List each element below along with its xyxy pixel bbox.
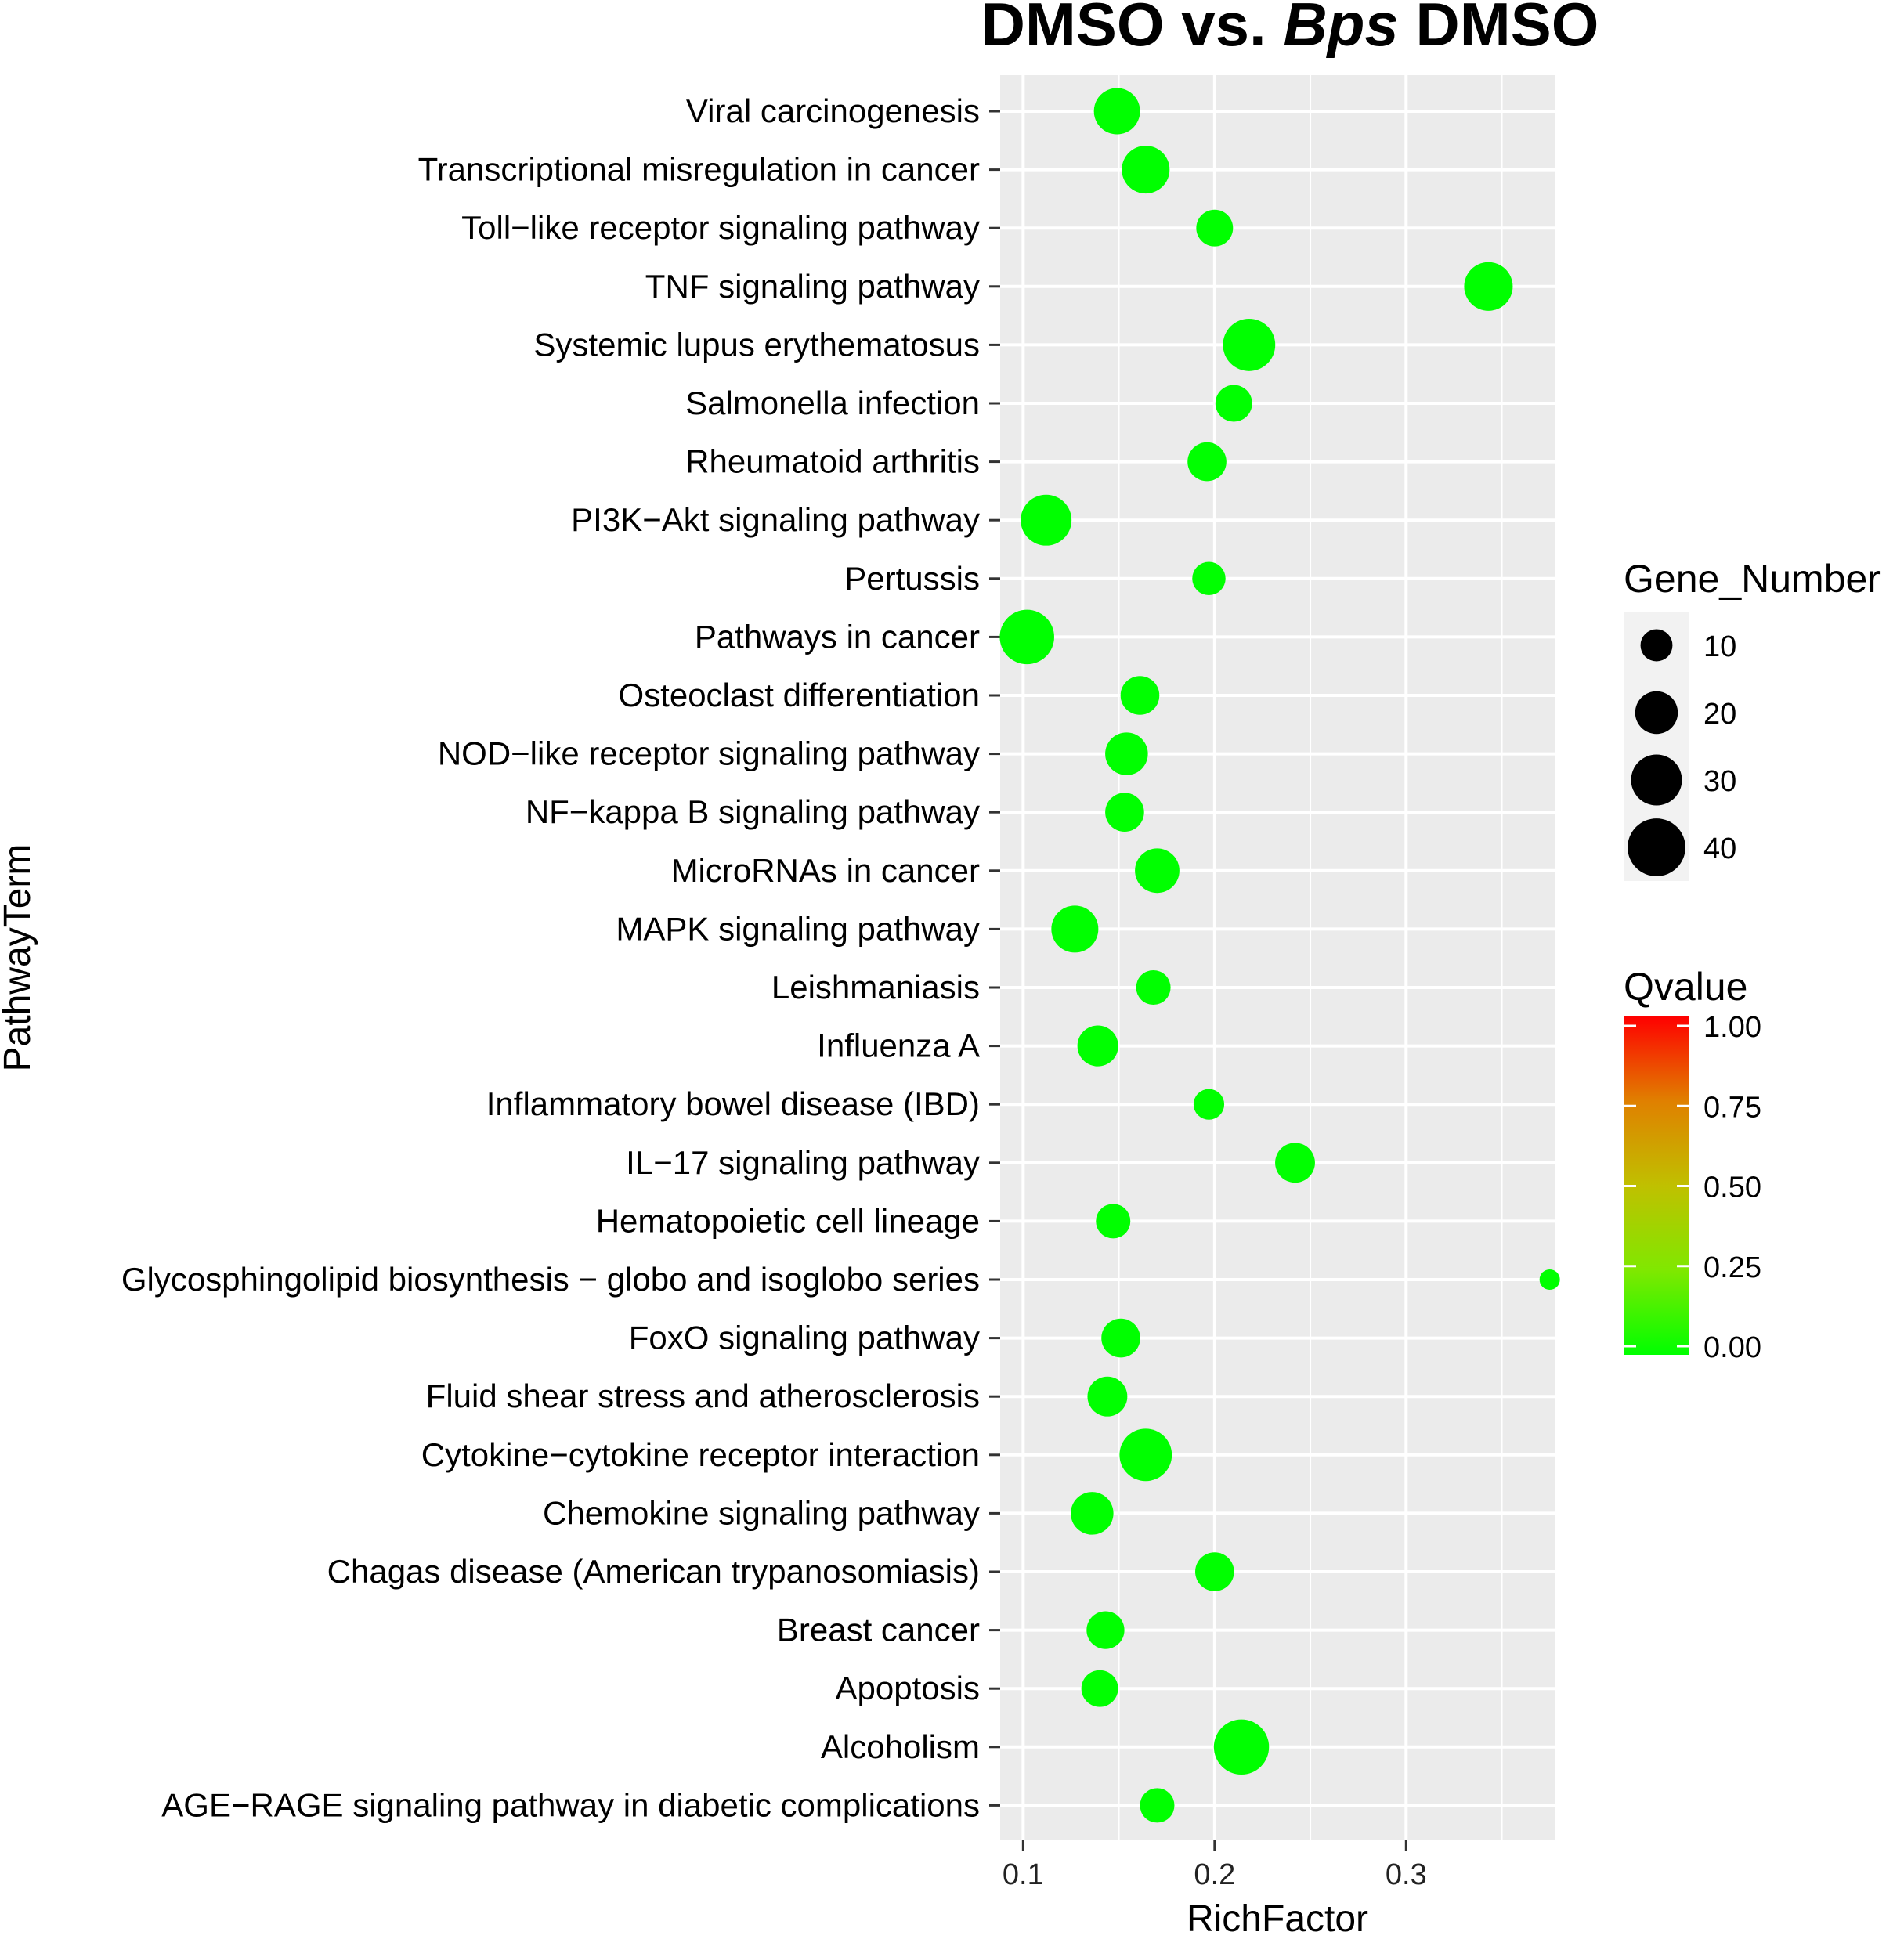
x-axis-title: RichFactor <box>1187 1898 1368 1939</box>
bubble-point <box>1086 1611 1125 1649</box>
y-tick-label: NOD−like receptor signaling pathway <box>438 735 980 772</box>
y-tick-label: Pathways in cancer <box>695 618 980 655</box>
y-tick-label: Inflammatory bowel disease (IBD) <box>486 1085 980 1122</box>
bubble-point <box>1195 1552 1234 1591</box>
size-legend-label: 10 <box>1703 630 1736 663</box>
bubble-point <box>1093 88 1140 135</box>
size-legend-label: 20 <box>1703 698 1736 731</box>
y-tick-label: MicroRNAs in cancer <box>671 852 980 889</box>
size-legend-label: 40 <box>1703 832 1736 865</box>
colorbar-label: 0.75 <box>1703 1091 1761 1124</box>
colorbar-label: 0.25 <box>1703 1251 1761 1284</box>
bubble-point <box>1105 793 1144 832</box>
x-tick-label: 0.3 <box>1386 1858 1427 1891</box>
bubble-point <box>1193 1089 1225 1120</box>
y-tick-label: NF−kappa B signaling pathway <box>526 793 980 830</box>
y-tick-label: IL−17 signaling pathway <box>626 1144 980 1181</box>
size-legend-dot <box>1628 818 1685 876</box>
data-points <box>999 88 1560 1823</box>
y-tick-label: Leishmaniasis <box>771 969 980 1006</box>
y-tick-label: AGE−RAGE signaling pathway in diabetic c… <box>161 1786 980 1823</box>
y-tick-label: Transcriptional misregulation in cancer <box>418 151 980 188</box>
colorbar-label: 0.00 <box>1703 1331 1761 1364</box>
bubble-point <box>1051 905 1099 953</box>
bubble-point <box>1021 494 1072 546</box>
bubble-point <box>1096 1204 1131 1239</box>
bubble-point <box>999 609 1054 665</box>
bubble-point <box>1071 1492 1114 1535</box>
bubble-point <box>1081 1670 1118 1707</box>
bubble-point <box>1135 848 1180 894</box>
y-tick-label: Alcoholism <box>821 1728 980 1765</box>
y-tick-label: Chemokine signaling pathway <box>543 1494 980 1531</box>
bubble-point <box>1136 970 1171 1006</box>
size-legend-dot <box>1635 691 1678 735</box>
y-tick-label: Glycosphingolipid biosynthesis − globo a… <box>121 1261 980 1298</box>
y-tick-label: Fluid shear stress and atherosclerosis <box>426 1378 980 1414</box>
bubble-point <box>1101 1318 1140 1358</box>
y-axis-title: PathwayTerm <box>0 844 38 1072</box>
size-legend-dot <box>1640 629 1673 662</box>
chart-title: DMSO vs. Bps DMSO <box>981 0 1599 59</box>
bubble-point <box>1192 561 1226 596</box>
bubble-point <box>1119 1428 1172 1482</box>
size-legend-title: Gene_Number <box>1624 557 1881 601</box>
bubble-point <box>1087 1376 1128 1417</box>
color-legend-title: Qvalue <box>1624 965 1747 1009</box>
colorbar-label: 1.00 <box>1703 1011 1761 1044</box>
y-tick-label: Pertussis <box>844 560 980 597</box>
colorbar-label: 0.50 <box>1703 1172 1761 1204</box>
y-tick-label: Chagas disease (American trypanosomiasis… <box>327 1553 980 1590</box>
y-tick-label: Breast cancer <box>777 1612 980 1648</box>
x-tick-label: 0.2 <box>1194 1858 1235 1891</box>
y-tick-label: Osteoclast differentiation <box>619 677 981 713</box>
bubble-point <box>1213 1719 1270 1775</box>
x-tick-label: 0.1 <box>1003 1858 1044 1891</box>
size-legend-label: 30 <box>1703 765 1736 798</box>
y-tick-label: Systemic lupus erythematosus <box>533 326 980 363</box>
color-legend: 1.00 0.75 0.50 0.25 0.00 <box>1624 1011 1761 1364</box>
bubble-point <box>1464 262 1513 311</box>
bubble-point <box>1223 318 1276 371</box>
y-tick-label: MAPK signaling pathway <box>616 910 980 947</box>
y-tick-label: Influenza A <box>817 1027 980 1064</box>
bubble-point <box>1187 442 1227 482</box>
bubble-point <box>1275 1143 1315 1183</box>
y-tick-label: Salmonella infection <box>685 385 980 421</box>
y-tick-label: Apoptosis <box>836 1670 980 1706</box>
y-tick-label: Rheumatoid arthritis <box>685 443 980 480</box>
y-tick-label: TNF signaling pathway <box>645 268 980 305</box>
y-axis: Viral carcinogenesis Transcriptional misr… <box>121 92 1000 1823</box>
size-legend-dot <box>1631 754 1682 806</box>
bubble-point <box>1077 1025 1118 1067</box>
y-tick-label: Hematopoietic cell lineage <box>596 1202 980 1239</box>
size-legend: 10 20 30 40 <box>1624 612 1736 881</box>
bubble-point <box>1122 146 1170 194</box>
x-axis: 0.1 0.2 0.3 <box>1003 1840 1427 1891</box>
y-tick-label: FoxO signaling pathway <box>629 1320 980 1356</box>
bubble-point <box>1140 1788 1175 1823</box>
plot-panel <box>1000 75 1555 1840</box>
bubble-point <box>1105 732 1148 775</box>
bubble-point <box>1539 1269 1560 1291</box>
y-tick-label: PI3K−Akt signaling pathway <box>571 501 980 538</box>
bubble-point <box>1120 676 1160 715</box>
y-tick-label: Toll−like receptor signaling pathway <box>461 209 980 246</box>
bubble-point <box>1196 209 1234 247</box>
bubble-point <box>1215 385 1252 422</box>
y-tick-label: Viral carcinogenesis <box>686 92 980 129</box>
y-tick-label: Cytokine−cytokine receptor interaction <box>421 1436 980 1473</box>
